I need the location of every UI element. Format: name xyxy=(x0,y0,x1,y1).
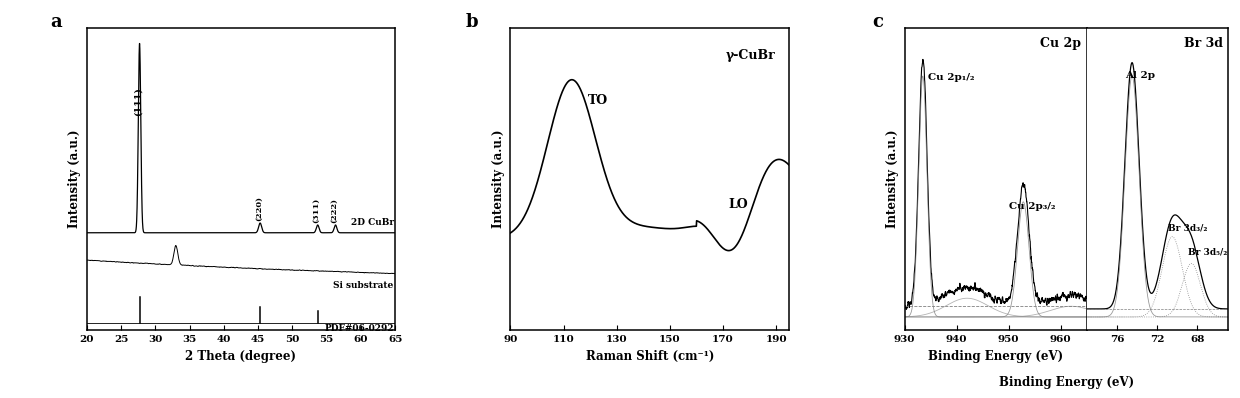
Y-axis label: Intensity (a.u.): Intensity (a.u.) xyxy=(492,130,505,228)
X-axis label: Raman Shift (cm⁻¹): Raman Shift (cm⁻¹) xyxy=(585,350,714,363)
Text: b: b xyxy=(466,13,479,31)
Text: Br 3d: Br 3d xyxy=(1184,37,1224,50)
Text: Binding Energy (eV): Binding Energy (eV) xyxy=(998,376,1133,389)
Text: (311): (311) xyxy=(312,198,320,223)
Text: Al 2p: Al 2p xyxy=(1125,71,1154,80)
Text: Cu 2p₃/₂: Cu 2p₃/₂ xyxy=(1008,202,1055,211)
Text: γ-CuBr: γ-CuBr xyxy=(725,49,775,62)
Text: (111): (111) xyxy=(134,87,143,116)
Text: TO: TO xyxy=(588,94,608,107)
Text: (220): (220) xyxy=(254,196,263,221)
X-axis label: Binding Energy (eV): Binding Energy (eV) xyxy=(929,350,1063,363)
Text: c: c xyxy=(872,13,883,31)
Text: PDF#06-0292: PDF#06-0292 xyxy=(324,324,394,332)
Text: a: a xyxy=(50,13,62,31)
Text: 2D CuBr: 2D CuBr xyxy=(351,218,394,227)
Text: (222): (222) xyxy=(330,198,339,223)
Text: Cu 2p₁/₂: Cu 2p₁/₂ xyxy=(928,73,975,82)
Text: Br 3d₅/₂: Br 3d₅/₂ xyxy=(1188,248,1228,256)
Y-axis label: Intensity (a.u.): Intensity (a.u.) xyxy=(887,130,899,228)
Text: Si substrate: Si substrate xyxy=(334,281,394,290)
Text: LO: LO xyxy=(728,198,748,211)
Y-axis label: Intensity (a.u.): Intensity (a.u.) xyxy=(68,130,82,228)
Text: Cu 2p: Cu 2p xyxy=(1040,37,1081,50)
X-axis label: 2 Theta (degree): 2 Theta (degree) xyxy=(186,350,296,363)
Text: Br 3d₃/₂: Br 3d₃/₂ xyxy=(1168,223,1208,232)
